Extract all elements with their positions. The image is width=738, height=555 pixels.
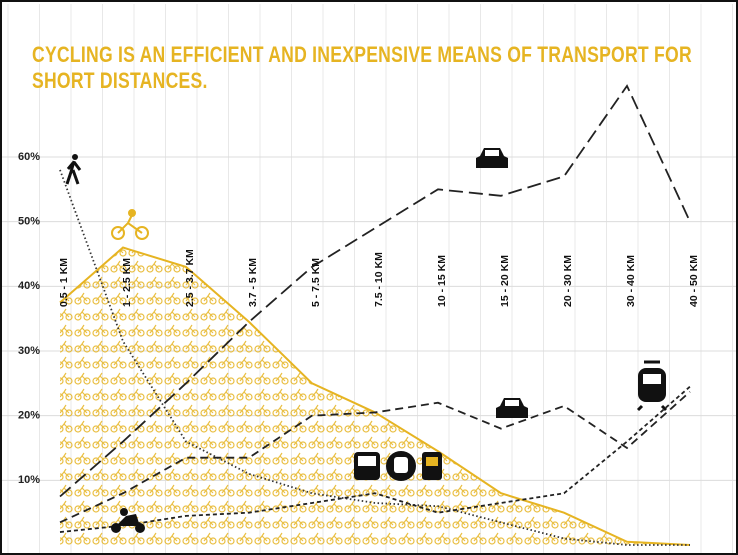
y-tick-label: 40%	[18, 280, 40, 292]
infographic: 10% 20% 30% 40% 50% 60% 0.5 - 1 KM 1 - 2.5 KM 2.…	[0, 0, 738, 555]
bicycle-icon	[112, 210, 148, 239]
train-icon	[638, 362, 666, 410]
y-tick-label: 10%	[18, 474, 40, 486]
bus-icon	[354, 452, 380, 480]
x-category-label: 2.5 - 3.7 KM	[184, 249, 196, 307]
car-icon	[496, 398, 528, 418]
y-tick-label: 20%	[18, 410, 40, 422]
x-category-label: 7.5 - 10 KM	[373, 252, 385, 307]
x-category-label: 10 - 15 KM	[436, 255, 448, 307]
tram-icon	[422, 452, 442, 480]
x-category-label: 0.5 - 1 KM	[58, 258, 70, 307]
x-category-label: 15 - 20 KM	[499, 255, 511, 307]
x-category-label: 5 - 7.5 KM	[310, 258, 322, 307]
walking-icon	[67, 154, 80, 184]
y-tick-label: 30%	[18, 345, 40, 357]
x-category-label: 3.7 - 5 KM	[247, 258, 259, 307]
metro-icon	[386, 451, 416, 481]
x-category-label: 30 - 40 KM	[625, 255, 637, 307]
chart-title: CYCLING IS AN EFFICIENT AND INEXPENSIVE …	[32, 42, 712, 94]
x-category-label: 1 - 2.5 KM	[121, 258, 133, 307]
y-tick-label: 60%	[18, 151, 40, 163]
x-category-label: 20 - 30 KM	[562, 255, 574, 307]
x-category-label: 40 - 50 KM	[688, 255, 700, 307]
y-tick-label: 50%	[18, 216, 40, 228]
